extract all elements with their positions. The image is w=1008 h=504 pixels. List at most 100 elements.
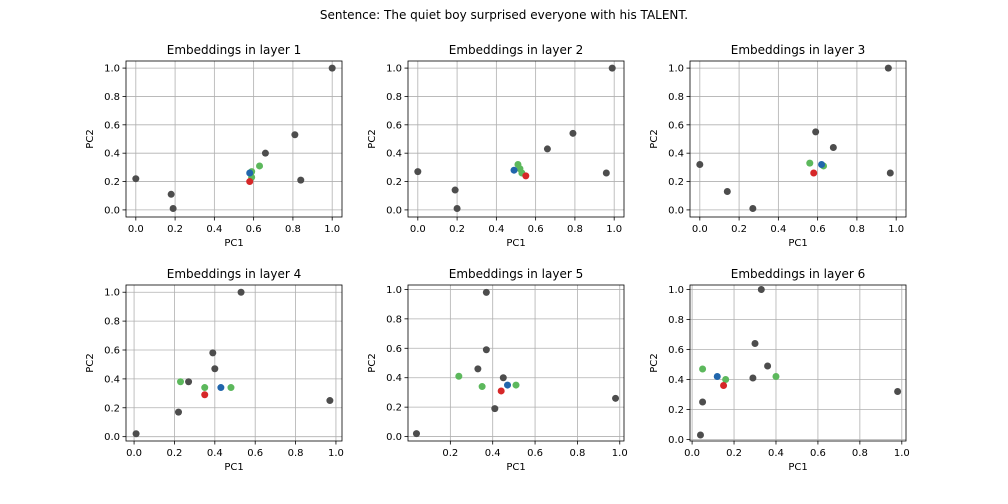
x-tick-label: 0.8	[567, 224, 583, 235]
data-point-green	[806, 159, 814, 167]
y-tick-label: 0.6	[104, 346, 120, 357]
data-point-blue	[713, 373, 721, 380]
data-point-other	[543, 145, 551, 153]
data-point-other	[491, 405, 499, 413]
data-point-other	[167, 190, 175, 198]
plot-area	[690, 61, 906, 217]
y-tick-label: 0.8	[104, 317, 120, 328]
data-point-red	[246, 178, 254, 186]
x-tick-label: 0.6	[528, 224, 544, 235]
axes-frame	[125, 60, 343, 218]
x-axis-label: PC1	[506, 238, 525, 249]
data-point-red	[201, 391, 209, 399]
y-tick-label: 0.8	[386, 92, 402, 103]
x-axis-label: PC1	[224, 462, 243, 473]
data-point-other	[291, 131, 299, 139]
x-tick-label: 0.4	[206, 224, 222, 235]
data-point-red	[720, 382, 728, 389]
data-point-other	[453, 204, 461, 212]
x-axis-label: PC1	[506, 462, 525, 473]
x-tick-label: 0.0	[692, 224, 708, 235]
y-axis-label: PC2	[85, 353, 96, 372]
chart-title: Embeddings in layer 2	[449, 43, 583, 57]
y-tick-label: 0.8	[668, 92, 684, 103]
y-tick-label: 0.4	[104, 149, 120, 160]
chart-title: Embeddings in layer 6	[731, 267, 865, 281]
y-tick-label: 0.0	[386, 432, 402, 443]
data-point-other	[699, 398, 707, 406]
x-tick-label: 0.2	[167, 224, 183, 235]
y-axis-label: PC2	[85, 129, 96, 148]
plot-area	[408, 285, 624, 441]
x-tick-label: 0.6	[527, 448, 543, 459]
plot-area	[408, 61, 624, 217]
data-point-red	[522, 172, 530, 180]
data-point-green	[256, 162, 264, 170]
data-point-other	[749, 374, 757, 382]
x-tick-label: 0.6	[810, 224, 826, 235]
data-point-green	[201, 384, 209, 392]
y-tick-label: 1.0	[104, 64, 120, 75]
data-point-other	[169, 204, 177, 212]
x-tick-label: 0.4	[768, 448, 784, 459]
y-axis-label: PC2	[649, 129, 660, 148]
y-tick-label: 0.0	[668, 205, 684, 216]
y-tick-label: 0.6	[386, 120, 402, 131]
y-tick-label: 0.4	[668, 375, 684, 386]
data-point-other	[174, 408, 182, 416]
data-point-blue	[217, 384, 225, 392]
axes-frame	[689, 60, 907, 218]
x-axis-label: PC1	[788, 462, 807, 473]
data-point-green	[512, 381, 520, 389]
x-tick-label: 1.0	[328, 448, 344, 459]
data-point-other	[812, 128, 820, 136]
data-point-other	[211, 365, 219, 373]
axes-frame	[407, 284, 625, 442]
data-point-other	[326, 397, 334, 405]
chart-panel-1: 0.0 0.2 0.4 0.6 0.8 1.0 0.0 0.2 0.4 0.6 0.8 1.0 Embe…	[85, 43, 343, 249]
y-tick-label: 0.0	[386, 205, 402, 216]
y-tick-label: 0.2	[104, 403, 120, 414]
y-tick-label: 1.0	[386, 285, 402, 296]
plot-area	[126, 285, 342, 441]
y-tick-label: 0.2	[104, 177, 120, 188]
data-point-green	[478, 383, 486, 391]
y-tick-label: 0.8	[668, 315, 684, 326]
y-tick-label: 0.0	[104, 432, 120, 443]
data-point-red	[810, 169, 818, 177]
data-point-other	[749, 204, 757, 212]
data-point-other	[451, 186, 459, 194]
y-tick-label: 1.0	[386, 64, 402, 75]
data-point-other	[723, 187, 731, 195]
data-point-other	[482, 288, 490, 296]
y-tick-label: 0.8	[104, 92, 120, 103]
data-point-blue	[818, 161, 826, 169]
y-axis-label: PC2	[367, 353, 378, 372]
data-point-other	[499, 374, 507, 382]
data-point-green	[177, 378, 185, 386]
data-point-other	[886, 169, 894, 177]
x-axis-label: PC1	[788, 238, 807, 249]
data-point-other	[482, 346, 490, 354]
y-tick-label: 1.0	[668, 64, 684, 75]
data-point-other	[884, 64, 892, 72]
chart-panel-6: 0.0 0.2 0.4 0.6 0.8 1.0 0.0 0.2 0.4 0.6 0.8 1.0 Embe…	[649, 267, 910, 473]
x-tick-label: 0.8	[569, 448, 585, 459]
y-tick-label: 1.0	[104, 288, 120, 299]
data-point-other	[209, 349, 217, 357]
y-axis-label: PC2	[367, 129, 378, 148]
chart-panel-5: 0.2 0.4 0.6 0.8 1.0 0.0 0.2 0.4 0.6 0.8 1.0 Embeddi…	[367, 267, 628, 473]
x-tick-label: 0.4	[485, 448, 501, 459]
x-tick-label: 1.0	[612, 448, 628, 459]
x-tick-label: 0.6	[246, 224, 262, 235]
x-tick-label: 0.4	[207, 448, 223, 459]
x-axis-label: PC1	[224, 238, 243, 249]
data-point-other	[132, 430, 140, 438]
y-tick-label: 0.2	[668, 405, 684, 416]
x-tick-label: 0.2	[449, 224, 465, 235]
data-point-other	[297, 176, 305, 184]
data-point-other	[569, 129, 577, 137]
chart-title: Embeddings in layer 1	[167, 43, 301, 57]
data-point-red	[497, 387, 505, 395]
